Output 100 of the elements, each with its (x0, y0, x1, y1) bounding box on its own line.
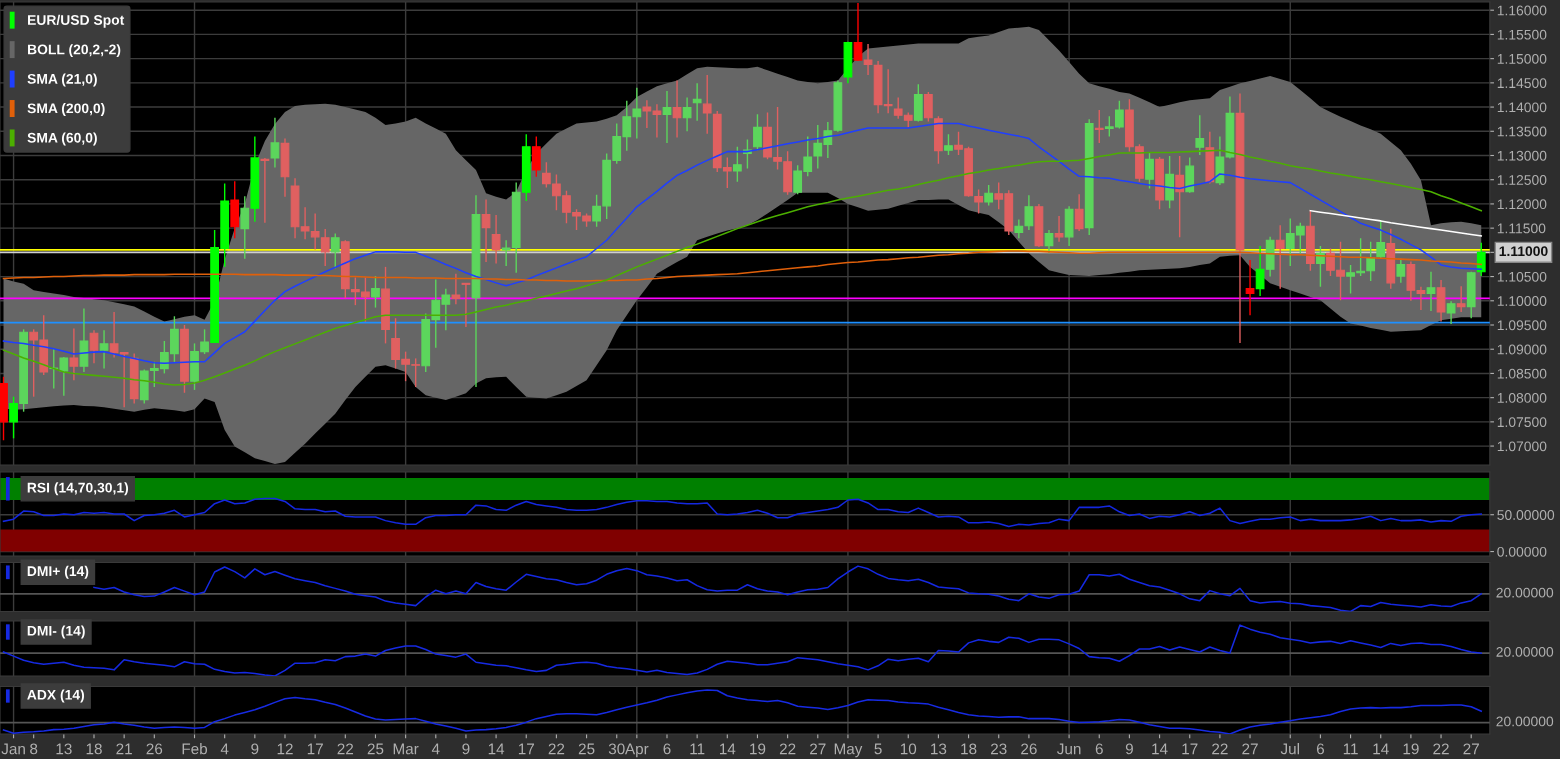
x-tick-label: 22 (337, 743, 354, 755)
line-series (2, 497, 1483, 528)
y-tick-label: 1.09000 (1497, 344, 1547, 355)
y-tick-label: 1.13500 (1497, 126, 1547, 137)
legend-label: SMA (200,0) (27, 103, 105, 116)
x-tick-label: 25 (367, 743, 384, 755)
x-tick-label: 30 (608, 743, 625, 755)
x-tick-label: 22 (1433, 743, 1449, 755)
x-tick-label: 6 (1316, 743, 1324, 755)
x-tick-label: 4 (220, 743, 229, 755)
x-tick-label: 25 (578, 743, 595, 755)
x-tick-label: Jun (1057, 743, 1081, 755)
legend-label: DMI+ (14) (27, 565, 89, 579)
legend-label: SMA (21,0) (27, 73, 97, 87)
x-tick-label: 11 (1343, 743, 1358, 755)
x-tick-label: 13 (56, 743, 72, 755)
x-tick-label: 9 (251, 743, 259, 755)
x-tick-label: 8 (30, 743, 38, 755)
x-tick-label: 17 (518, 743, 534, 755)
x-tick-label: 14 (1373, 743, 1389, 755)
y-tick-label: 1.09500 (1497, 320, 1547, 331)
candlestick (491, 214, 501, 265)
legend-label: RSI (14,70,30,1) (27, 482, 129, 496)
ref-line-label: 1.11000 (1499, 246, 1548, 257)
candlestick (461, 282, 471, 328)
x-tick-label: 6 (663, 743, 671, 755)
y-tick-label: 1.15000 (1497, 53, 1547, 64)
candlestick (1366, 241, 1376, 282)
y-tick-label: 1.14000 (1497, 102, 1547, 113)
candlestick (1255, 245, 1265, 297)
candlestick (732, 146, 742, 183)
candlestick (371, 275, 380, 309)
x-tick-label: 23 (991, 743, 1007, 755)
x-tick-label: 19 (750, 743, 766, 755)
candlestick (270, 117, 280, 169)
candlestick (702, 74, 712, 135)
x-tick-label: 17 (307, 743, 323, 755)
x-tick-label: Apr (624, 743, 649, 758)
x-tick-label: 21 (116, 743, 132, 755)
x-tick-label: 27 (1242, 743, 1258, 755)
y-tick-label: 1.13000 (1497, 150, 1547, 161)
candlestick (753, 113, 762, 151)
x-tick-label: Feb (182, 743, 208, 755)
x-tick-label: 22 (779, 743, 796, 755)
line-series (2, 149, 1483, 386)
candlestick (240, 195, 250, 260)
candlestick (1456, 285, 1466, 313)
candlestick (1175, 155, 1185, 239)
legend-label: EUR/USD Spot (28, 14, 125, 28)
series-label: ADX (14) (27, 689, 85, 703)
x-tick-label: 19 (1403, 743, 1419, 755)
y-tick-label: 1.12500 (1497, 175, 1547, 185)
y-tick-label: 1.14500 (1497, 78, 1547, 89)
y-tick-label: 1.08000 (1497, 392, 1547, 403)
x-tick-label: 10 (900, 743, 917, 755)
x-tick-label: 18 (961, 743, 977, 755)
candlestick (1396, 257, 1406, 284)
candlestick (1245, 259, 1255, 317)
x-tick-label: 9 (462, 743, 470, 755)
candlestick (9, 395, 18, 440)
candlestick (984, 184, 994, 207)
y-tick-label: 0.00000 (1497, 546, 1547, 557)
x-tick-label: 18 (86, 743, 102, 755)
y-tick-label: 1.08500 (1497, 368, 1547, 379)
y-tick-label: 1.10500 (1497, 271, 1547, 282)
y-tick-label: 1.11500 (1497, 223, 1546, 234)
candlestick (451, 272, 461, 305)
x-tick-label: 17 (1182, 743, 1198, 755)
candlestick (692, 82, 702, 122)
x-tick-label: 11 (690, 743, 705, 755)
candlestick (1024, 194, 1034, 231)
x-tick-label: 14 (488, 743, 505, 755)
x-tick-label: Jul (1280, 743, 1299, 755)
candlestick (974, 188, 983, 215)
candlestick (944, 133, 953, 156)
x-tick-label: 12 (277, 743, 293, 755)
y-tick-label: 1.15500 (1497, 29, 1547, 40)
legend-label: BOLL (20,2,-2) (28, 44, 121, 58)
y-tick-label: 1.07000 (1497, 441, 1547, 452)
y-tick-label: 1.12000 (1497, 199, 1547, 210)
candlestick (1275, 224, 1285, 290)
candlestick (1074, 193, 1084, 232)
candlestick (863, 43, 873, 76)
candlestick (662, 90, 672, 144)
candlestick (853, 2, 863, 62)
x-tick-label: 4 (431, 743, 440, 755)
candlestick (1014, 218, 1024, 240)
candlestick (1054, 215, 1064, 243)
x-tick-label: 26 (146, 743, 163, 755)
line-series (1309, 209, 1483, 237)
candlestick (1145, 152, 1154, 190)
x-tick-label: Mar (393, 743, 419, 755)
candlestick (1094, 109, 1104, 144)
x-tick-label: 14 (1152, 743, 1168, 755)
x-tick-label: 27 (810, 743, 826, 755)
candlestick (89, 329, 99, 364)
x-tick-label: Jan (1, 743, 25, 755)
candlestick (1426, 271, 1436, 312)
x-tick-label: May (834, 743, 863, 758)
y-tick-label: 50.00000 (1497, 510, 1555, 520)
